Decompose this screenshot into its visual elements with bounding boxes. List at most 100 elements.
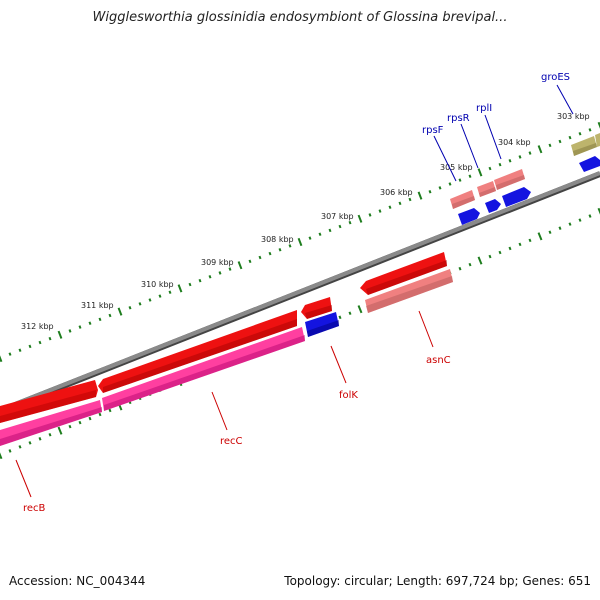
outer-scale-tick	[138, 302, 142, 306]
outer-scale-tick	[388, 205, 392, 209]
inner-scale-tick	[597, 207, 600, 215]
gene-blue-2	[485, 199, 501, 213]
kbp-label-309: 309 kbp	[201, 258, 234, 267]
inner-scale-tick	[8, 449, 12, 453]
gene-recB-forward	[0, 380, 98, 423]
inner-scale-tick	[458, 266, 462, 271]
outer-scale-tick	[477, 168, 483, 177]
outer-scale-tick	[528, 151, 532, 155]
leader-recC	[211, 391, 228, 431]
gene-rpsR-shade	[479, 187, 496, 197]
outer-scale-tick	[18, 348, 22, 353]
gene-blue-folK-rev-shade	[307, 320, 339, 337]
accession-text: Accession: NC_004344	[9, 574, 146, 588]
outer-scale-tick	[458, 178, 462, 182]
outer-scale-tick	[498, 162, 502, 167]
genome-stats-text: Topology: circular; Length: 697,724 bp; …	[284, 574, 591, 588]
gene-asnC	[360, 252, 447, 295]
kbp-label-308: 308 kbp	[261, 235, 294, 244]
gene-recB-forward-shade	[0, 390, 96, 423]
gene-recB-reverse-shade	[0, 407, 102, 446]
inner-scale-tick	[98, 412, 102, 417]
leader-recB	[15, 459, 32, 498]
gene-leader-lines	[15, 84, 574, 498]
outer-scale-tick	[408, 197, 412, 202]
inner-scale-tick	[528, 238, 532, 243]
gene-labels: groES rplI rpsR rpsF asnC folK recC recB	[23, 72, 570, 514]
outer-scale-tick	[417, 191, 423, 200]
gene-recB-reverse	[0, 400, 102, 446]
outer-scale-tick	[228, 267, 232, 271]
outer-scale-tick	[318, 232, 322, 237]
gene-blue-3	[502, 187, 531, 207]
gene-folK	[301, 297, 332, 319]
inner-scale-tick	[57, 426, 63, 435]
outer-scale-tick	[57, 330, 63, 339]
outer-scale-tick	[357, 214, 363, 223]
outer-scale-tick	[168, 290, 172, 295]
outer-scale-tick	[128, 305, 132, 310]
outer-scale-ticks	[0, 121, 600, 363]
map-title: Wigglesworthia glossinidia endosymbiont …	[92, 10, 508, 25]
outer-scale-tick	[98, 317, 102, 322]
outer-scale-tick	[258, 255, 262, 260]
outer-scale-tick	[558, 139, 562, 144]
outer-scale-tick	[218, 271, 222, 275]
gene-blue-4	[579, 156, 600, 172]
inner-scale-tick	[477, 256, 483, 265]
outer-scale-tick	[568, 135, 572, 140]
outer-scale-tick	[28, 344, 32, 349]
gene-label-recB: recB	[23, 503, 46, 514]
gene-label-folK: folK	[339, 390, 358, 401]
inner-scale-tick	[108, 408, 112, 413]
outer-scale-tick	[537, 145, 543, 154]
inner-scale-tick	[68, 424, 72, 429]
gene-recC-forward-shade	[103, 319, 297, 393]
gene-rpsF-shade	[452, 196, 475, 209]
gene-groES-shade	[573, 143, 597, 156]
outer-scale-tick	[177, 284, 183, 293]
inner-scale-tick	[88, 416, 92, 421]
outer-scale-tick	[48, 336, 52, 341]
outer-scale-tick	[488, 166, 492, 171]
outer-scale-tick	[158, 294, 162, 298]
outer-scale-tick	[368, 213, 372, 217]
outer-scale-tick	[398, 201, 402, 206]
kbp-label-310: 310 kbp	[141, 280, 174, 289]
leader-rpsR	[460, 123, 479, 169]
outer-scale-tick	[88, 321, 92, 325]
leader-asnC	[418, 310, 434, 348]
gene-recC-reverse	[102, 327, 305, 411]
inner-scale-tick	[558, 226, 562, 230]
gene-features	[0, 133, 600, 446]
kbp-label-305: 305 kbp	[440, 163, 473, 172]
leader-rpsF	[433, 135, 457, 182]
outer-scale-tick	[438, 186, 442, 190]
inner-scale-tick	[28, 441, 32, 445]
kbp-label-312: 312 kbp	[21, 322, 54, 331]
outer-scale-tick	[117, 307, 123, 316]
inner-scale-tick	[537, 232, 543, 241]
outer-scale-tick	[0, 355, 3, 363]
inner-scale-tick	[18, 445, 22, 449]
outer-scale-tick	[297, 237, 303, 247]
gene-label-rplI: rplI	[476, 103, 492, 114]
outer-scale-tick	[288, 244, 292, 248]
gene-asnC-shade	[366, 260, 447, 295]
outer-scale-tick	[597, 121, 600, 129]
outer-scale-tick	[378, 209, 382, 213]
gene-blue-1	[458, 208, 480, 225]
gene-recC-reverse-shade	[104, 335, 305, 411]
inner-scale-tick	[468, 262, 472, 267]
leader-groES	[556, 84, 574, 115]
inner-scale-tick	[38, 437, 42, 441]
inner-scale-tick	[48, 432, 52, 437]
gene-label-recC: recC	[220, 436, 243, 447]
outer-scale-tick	[348, 220, 352, 225]
inner-scale-tick	[348, 311, 352, 316]
inner-scale-tick	[588, 214, 592, 218]
outer-scale-tick	[328, 228, 332, 233]
inner-scale-tick	[0, 452, 3, 460]
outer-scale-tick	[588, 128, 592, 132]
